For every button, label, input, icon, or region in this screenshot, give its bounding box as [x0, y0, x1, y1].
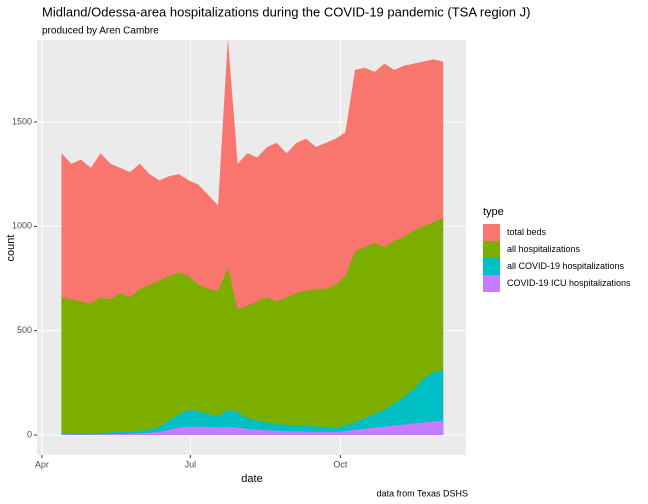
legend-label: total beds — [507, 227, 547, 237]
legend-key — [483, 275, 500, 292]
legend-key — [483, 241, 500, 258]
legend-label: all hospitalizations — [507, 244, 581, 254]
legend-key — [483, 224, 500, 241]
y-axis-title: count — [5, 235, 17, 262]
y-tick-label: 1000 — [12, 221, 32, 231]
area — [61, 420, 444, 435]
y-tick-label: 1500 — [12, 116, 32, 126]
area — [61, 217, 444, 435]
legend-label: COVID-19 ICU hospitalizations — [507, 278, 631, 288]
chart-subtitle: produced by Aren Cambre — [42, 26, 159, 37]
chart-title: Midland/Odessa-area hospitalizations dur… — [42, 4, 530, 19]
x-axis-title: date — [241, 473, 262, 485]
y-tick-label: 500 — [17, 325, 32, 335]
x-tick-label: Apr — [35, 459, 49, 469]
caption: data from Texas DSHS — [377, 488, 468, 498]
x-tick-label: Oct — [333, 459, 348, 469]
legend-title: type — [483, 206, 504, 218]
y-tick-label: 0 — [27, 429, 32, 439]
legend-key — [483, 258, 500, 275]
x-tick-label: Jul — [185, 459, 197, 469]
legend-label: all COVID-19 hospitalizations — [507, 261, 625, 271]
